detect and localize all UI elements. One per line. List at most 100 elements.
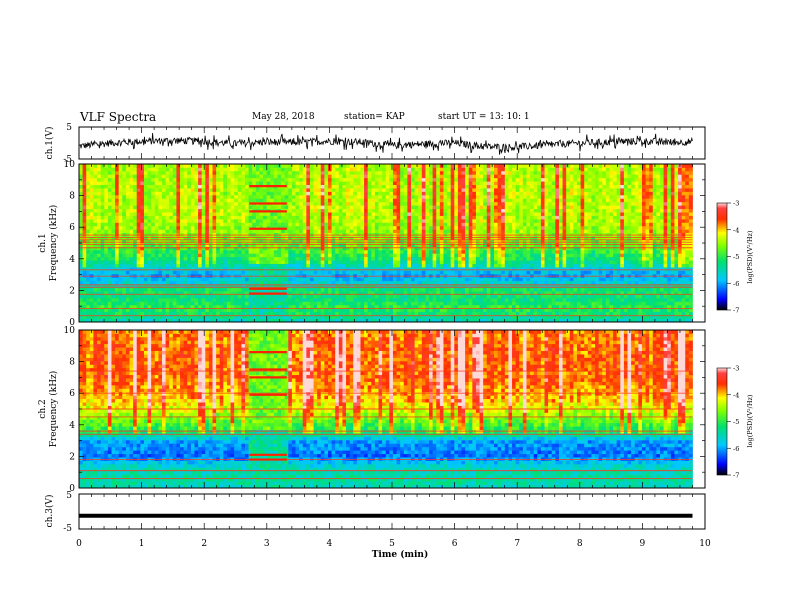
spectrogram-cell xyxy=(111,178,115,182)
spectrogram-cell xyxy=(368,222,372,226)
spectrogram-cell xyxy=(360,198,364,202)
spectrogram-cell xyxy=(111,301,115,305)
spectrogram-cell xyxy=(213,298,217,302)
spectrogram-cell xyxy=(140,253,144,257)
spectrogram-cell xyxy=(303,260,307,264)
spectrogram-cell xyxy=(415,298,419,302)
spectrogram-cell xyxy=(86,281,90,285)
spectrogram-cell xyxy=(173,188,177,192)
spectrogram-cell xyxy=(249,178,253,182)
spectrogram-cell xyxy=(198,226,202,230)
spectrogram-cell xyxy=(324,167,328,171)
spectrogram-cell xyxy=(119,295,123,299)
spectrogram-cell xyxy=(249,174,253,178)
spectrogram-cell xyxy=(371,185,375,189)
spectrogram-cell xyxy=(104,298,108,302)
spectrogram-cell xyxy=(458,295,462,299)
spectrogram-cell xyxy=(353,270,357,274)
spectrogram-cell xyxy=(422,219,426,223)
spectrogram-cell xyxy=(194,185,198,189)
spectrogram-cell xyxy=(90,312,94,316)
spectrogram-cell xyxy=(306,171,310,175)
spectrogram-cell xyxy=(270,205,274,209)
spectrogram-cell xyxy=(458,222,462,226)
spectrogram-cell xyxy=(368,202,372,206)
spectrogram-cell xyxy=(259,233,263,237)
spectrogram-cell xyxy=(299,281,303,285)
spectrogram-cell xyxy=(342,257,346,261)
spectrogram-cell xyxy=(241,178,245,182)
spectrogram-cell xyxy=(133,257,137,261)
spectrogram-cell xyxy=(346,174,350,178)
spectrogram-cell xyxy=(202,288,206,292)
spectrogram-cell xyxy=(288,301,292,305)
spectrogram-cell xyxy=(209,212,213,216)
spectrogram-cell xyxy=(324,219,328,223)
spectrogram-cell xyxy=(382,236,386,240)
spectrogram-cell xyxy=(375,305,379,309)
spectrogram-cell xyxy=(397,253,401,257)
spectrogram-cell xyxy=(350,171,354,175)
spectrogram-cell xyxy=(108,253,112,257)
spectrogram-cell xyxy=(342,264,346,268)
spectrogram-cell xyxy=(176,288,180,292)
spectrogram-cell xyxy=(93,164,97,168)
spectrogram-cell xyxy=(281,295,285,299)
spectrogram-cell xyxy=(397,212,401,216)
spectrogram-cell xyxy=(296,202,300,206)
spectrogram-cell xyxy=(375,260,379,264)
spectrogram-cell xyxy=(241,219,245,223)
spectrogram-cell xyxy=(86,253,90,257)
spectrogram-cell xyxy=(342,295,346,299)
spectrogram-cell xyxy=(209,298,213,302)
spectrogram-cell xyxy=(324,174,328,178)
spectrogram-cell xyxy=(158,298,162,302)
spectrogram-cell xyxy=(364,229,368,233)
spectrogram-cell xyxy=(303,222,307,226)
spectrogram-cell xyxy=(451,188,455,192)
spectrogram-cell xyxy=(415,305,419,309)
spectrogram-cell xyxy=(397,288,401,292)
spectrogram-cell xyxy=(360,178,364,182)
spectrogram-cell xyxy=(407,212,411,216)
spectrogram-cell xyxy=(274,174,278,178)
spectrogram-cell xyxy=(335,264,339,268)
spectrogram-cell xyxy=(133,195,137,199)
spectrogram-cell xyxy=(234,277,238,281)
spectrogram-cell xyxy=(241,246,245,250)
spectrogram-cell xyxy=(187,195,191,199)
spectrogram-cell xyxy=(350,216,354,220)
spectrogram-cell xyxy=(451,260,455,264)
spectrogram-cell xyxy=(411,164,415,168)
spectrogram-cell xyxy=(288,277,292,281)
spectrogram-cell xyxy=(346,229,350,233)
spectrogram-cell xyxy=(451,178,455,182)
spectrogram-cell xyxy=(140,312,144,316)
spectrogram-cell xyxy=(382,233,386,237)
spectrogram-cell xyxy=(245,305,249,309)
spectrogram-cell xyxy=(364,164,368,168)
spectrogram-cell xyxy=(115,288,119,292)
spectrogram-cell xyxy=(144,202,148,206)
spectrogram-cell xyxy=(256,205,260,209)
spectrogram-cell xyxy=(422,198,426,202)
spectrogram-cell xyxy=(213,222,217,226)
spectrogram-cell xyxy=(213,185,217,189)
spectrogram-cell xyxy=(162,236,166,240)
spectrogram-cell xyxy=(227,260,231,264)
spectrogram-cell xyxy=(375,185,379,189)
spectrogram-cell xyxy=(213,281,217,285)
spectrogram-cell xyxy=(303,301,307,305)
spectrogram-cell xyxy=(404,219,408,223)
spectrogram-cell xyxy=(194,164,198,168)
spectrogram-cell xyxy=(108,277,112,281)
spectrogram-cell xyxy=(404,288,408,292)
spectrogram-cell xyxy=(299,260,303,264)
spectrogram-cell xyxy=(97,198,101,202)
spectrogram-cell xyxy=(364,305,368,309)
spectrogram-cell xyxy=(194,277,198,281)
spectrogram-cell xyxy=(184,229,188,233)
spectrogram-cell xyxy=(454,178,458,182)
spectrogram-cell xyxy=(436,312,440,316)
spectrogram-cell xyxy=(176,305,180,309)
